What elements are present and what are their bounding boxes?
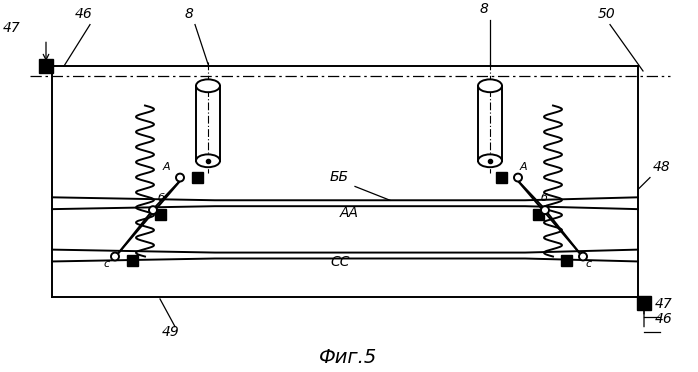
Bar xyxy=(560,255,572,266)
Text: 46: 46 xyxy=(655,312,673,326)
Text: с: с xyxy=(103,259,109,269)
Text: 50: 50 xyxy=(598,7,616,21)
Circle shape xyxy=(176,174,184,182)
Text: АА: АА xyxy=(340,206,359,220)
Ellipse shape xyxy=(478,154,502,167)
Text: с: с xyxy=(585,259,591,269)
Text: б: б xyxy=(541,193,548,203)
Circle shape xyxy=(149,206,157,214)
Ellipse shape xyxy=(478,79,502,92)
Text: Фиг.5: Фиг.5 xyxy=(319,348,377,367)
Text: 47: 47 xyxy=(3,22,21,35)
Circle shape xyxy=(514,174,522,182)
Text: 8: 8 xyxy=(185,7,194,21)
Bar xyxy=(39,59,53,73)
Ellipse shape xyxy=(196,79,220,92)
Bar xyxy=(496,172,507,183)
Text: 47: 47 xyxy=(655,297,673,311)
Text: б: б xyxy=(158,193,165,203)
Text: А: А xyxy=(520,162,528,171)
Text: 49: 49 xyxy=(162,326,180,340)
Bar xyxy=(154,209,165,219)
Circle shape xyxy=(111,253,119,260)
Bar xyxy=(126,255,138,266)
Text: А: А xyxy=(163,162,170,171)
Circle shape xyxy=(541,206,549,214)
Text: 48: 48 xyxy=(653,160,671,174)
Text: ББ: ББ xyxy=(330,170,349,183)
Text: 46: 46 xyxy=(75,7,93,21)
Circle shape xyxy=(579,253,587,260)
Bar xyxy=(191,172,202,183)
Ellipse shape xyxy=(196,154,220,167)
Bar xyxy=(533,209,544,219)
Text: 8: 8 xyxy=(480,2,489,16)
Bar xyxy=(637,296,651,310)
Text: СС: СС xyxy=(330,256,350,269)
